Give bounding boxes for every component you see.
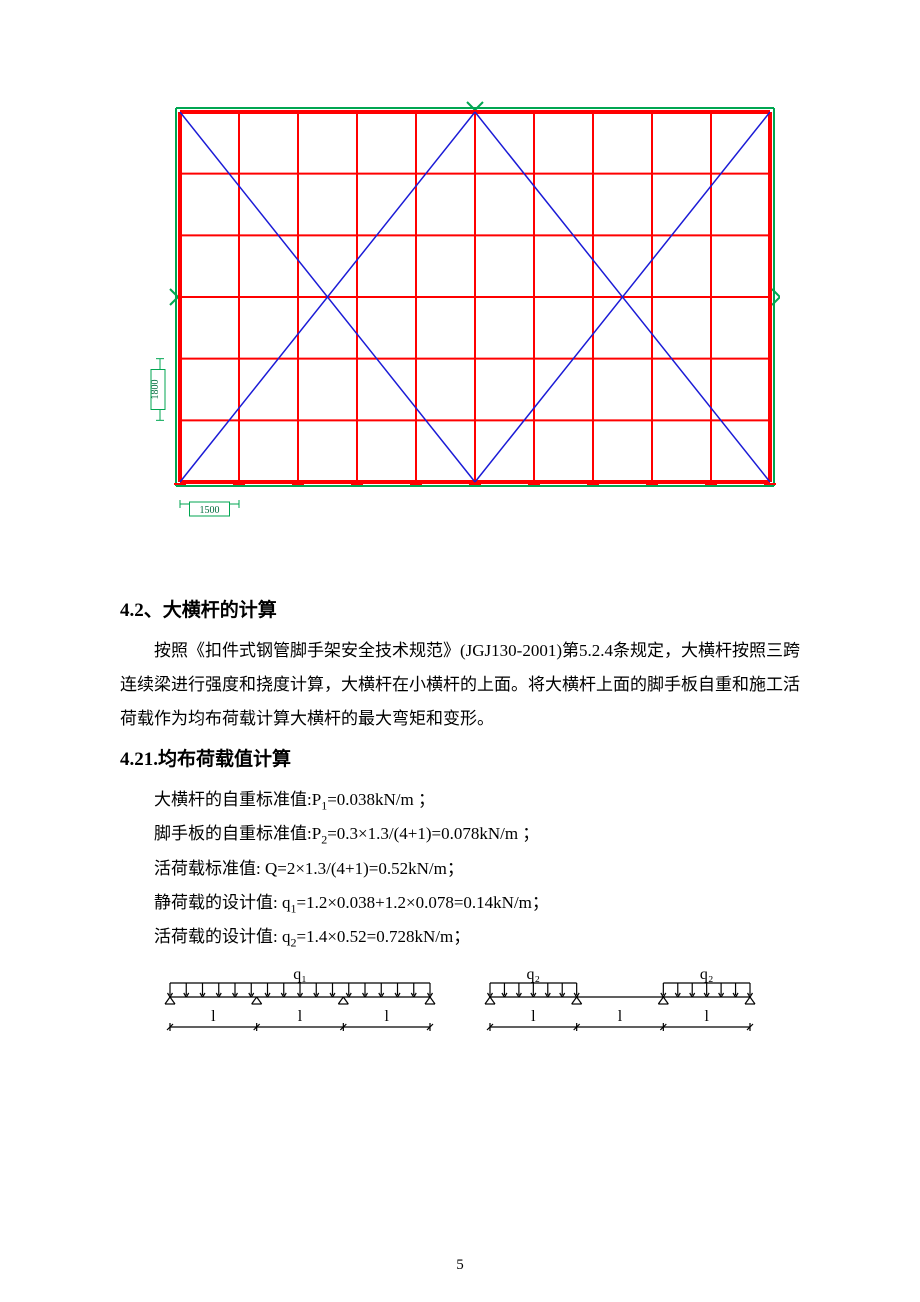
calc-line-q2: 活荷载的设计值: q2=1.4×0.52=0.728kN/m； [120,920,800,954]
beam-load-diagram: q₁ l l l q₂ q₂ l l l [150,969,770,1069]
document-page: 1500 1800 4.2、大横杆的计算 按照《扣件式钢管脚手架安全技术规范》(J… [0,0,920,1302]
svg-text:l: l [704,1008,709,1025]
svg-text:q₂: q₂ [527,969,541,983]
svg-text:l: l [618,1008,623,1025]
calc-line-q1: 静荷载的设计值: q1=1.2×0.038+1.2×0.078=0.14kN/m… [120,886,800,920]
page-number: 5 [0,1257,920,1274]
section-4-21-title: 4.21.均布荷载值计算 [120,744,800,771]
calc-line-q: 活荷载标准值: Q=2×1.3/(4+1)=0.52kN/m； [120,852,800,886]
calc-line-p2: 脚手板的自重标准值:P2=0.3×1.3/(4+1)=0.078kN/m ； [120,817,800,851]
svg-text:l: l [298,1008,303,1025]
svg-text:l: l [531,1008,536,1025]
calc-line-p1: 大横杆的自重标准值:P1=0.038kN/m ； [120,783,800,817]
svg-text:1500: 1500 [200,505,220,516]
svg-text:l: l [384,1008,389,1025]
section-4-2-paragraph: 按照《扣件式钢管脚手架安全技术规范》(JGJ130-2001)第5.2.4条规定… [120,634,800,736]
scaffold-elevation-diagram: 1500 1800 [140,100,780,525]
section-4-2-title: 4.2、大横杆的计算 [120,595,800,622]
svg-text:q₂: q₂ [700,969,714,983]
svg-text:q₁: q₁ [293,969,307,983]
svg-text:1800: 1800 [150,380,161,400]
svg-text:l: l [211,1008,216,1025]
